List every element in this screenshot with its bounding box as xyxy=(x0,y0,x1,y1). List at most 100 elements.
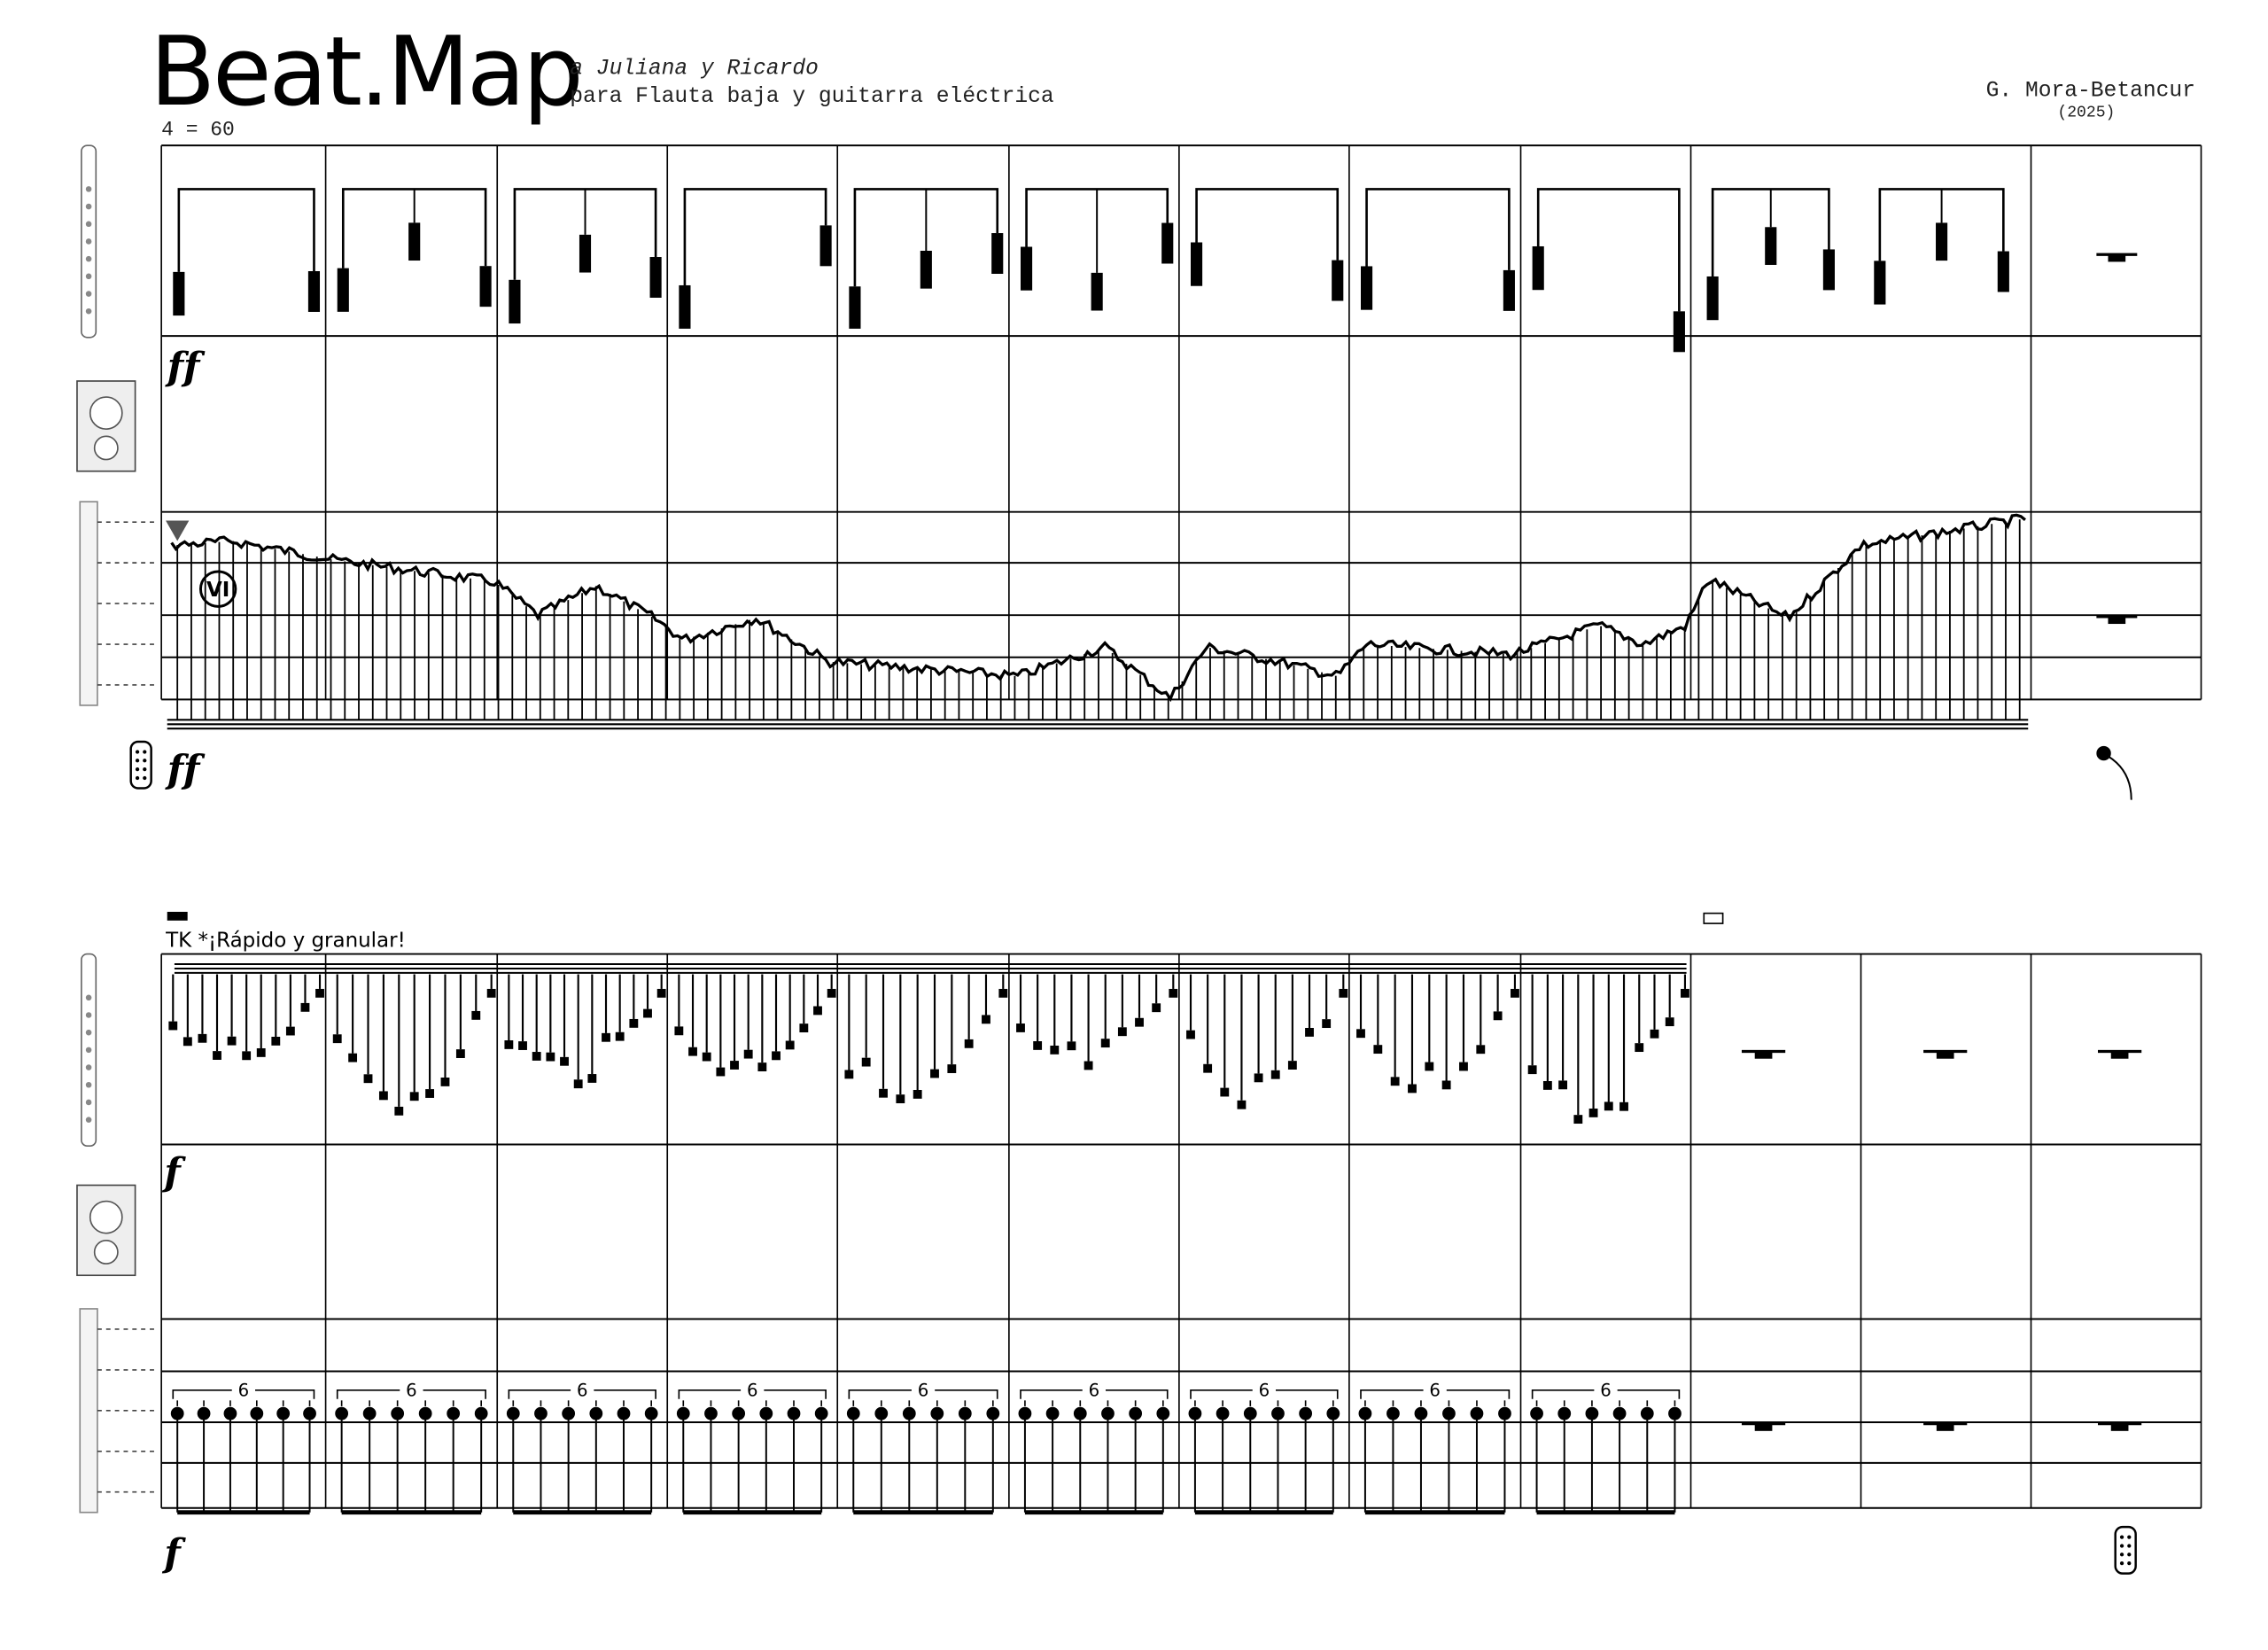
notehead xyxy=(702,1052,711,1062)
rest xyxy=(2108,616,2126,625)
notehead xyxy=(271,1036,281,1046)
pickup-pole xyxy=(143,759,147,763)
tuplet-number: 6 xyxy=(577,1380,588,1400)
note-cluster xyxy=(479,266,492,307)
note-bracket xyxy=(683,188,827,285)
note-cluster xyxy=(1021,246,1033,291)
notehead xyxy=(546,1052,555,1062)
flute-key xyxy=(85,1081,92,1088)
rest xyxy=(1754,1423,1773,1431)
composer: G. Mora-Betancur xyxy=(1986,79,2195,103)
notehead xyxy=(1016,1023,1025,1032)
flute-key xyxy=(85,255,92,262)
tuplet-bracket xyxy=(508,1389,571,1399)
pickup-pole xyxy=(2119,1553,2124,1557)
pickup-pole xyxy=(135,759,140,763)
note-cluster xyxy=(849,286,861,329)
notehead xyxy=(486,988,496,998)
notehead xyxy=(947,1064,957,1073)
notehead xyxy=(861,1057,871,1067)
note-cluster xyxy=(1997,251,2009,292)
notehead xyxy=(242,1051,252,1061)
tuplet-bracket xyxy=(172,1389,232,1399)
notehead xyxy=(1604,1101,1613,1111)
note-cluster xyxy=(1765,227,1777,265)
tuplet-bracket xyxy=(1531,1389,1595,1399)
notehead xyxy=(1459,1062,1468,1071)
tuplet-bracket xyxy=(1020,1389,1083,1399)
notehead xyxy=(827,988,836,998)
note-cluster xyxy=(1706,276,1719,321)
rest xyxy=(2108,254,2126,262)
notehead xyxy=(1033,1041,1043,1050)
tuplet-bracket xyxy=(1446,1389,1511,1399)
notehead xyxy=(964,1039,974,1048)
notehead xyxy=(1441,1080,1451,1090)
notehead xyxy=(785,1040,795,1050)
notehead xyxy=(844,1070,854,1079)
tuplet-bracket xyxy=(764,1389,827,1399)
notehead xyxy=(1356,1029,1365,1039)
notehead xyxy=(1511,988,1519,998)
notehead xyxy=(1619,1101,1628,1111)
flute-key xyxy=(85,273,92,280)
pickup-pole xyxy=(135,750,140,754)
notehead xyxy=(332,1034,342,1044)
notehead xyxy=(1270,1070,1280,1079)
notehead xyxy=(998,988,1008,998)
note-bracket xyxy=(1365,188,1511,270)
notehead xyxy=(1339,988,1348,998)
note-cluster xyxy=(1091,272,1103,311)
notehead xyxy=(1237,1100,1247,1109)
tuplet-number: 6 xyxy=(1600,1380,1612,1400)
notehead xyxy=(1373,1045,1383,1055)
notehead xyxy=(629,1018,639,1028)
notehead xyxy=(730,1061,739,1070)
notehead xyxy=(1493,1011,1503,1021)
pickup-pole xyxy=(2127,1553,2132,1557)
pickup-pole xyxy=(2127,1561,2132,1566)
notehead xyxy=(532,1052,541,1061)
flute-key xyxy=(85,1064,92,1070)
tuplet-number: 6 xyxy=(1259,1380,1270,1400)
pickup-pole xyxy=(2127,1544,2132,1548)
pickup-pole xyxy=(2127,1535,2132,1539)
notehead xyxy=(1169,988,1178,998)
tuplet-bracket xyxy=(594,1389,656,1399)
pickup-pole xyxy=(2119,1544,2124,1548)
notehead xyxy=(1635,1043,1644,1053)
notehead xyxy=(440,1078,450,1086)
pickup-pole xyxy=(143,750,147,754)
flute-key xyxy=(85,1029,92,1036)
notehead xyxy=(1425,1062,1434,1071)
notehead xyxy=(1588,1108,1598,1117)
note-cluster xyxy=(819,225,832,267)
pickup-icon xyxy=(129,740,152,790)
flute-key xyxy=(85,186,92,192)
notehead xyxy=(615,1031,625,1041)
notehead xyxy=(1186,1030,1195,1039)
tuplet-bracket xyxy=(935,1389,998,1399)
rest xyxy=(1936,1423,1954,1431)
note-bracket xyxy=(1195,188,1340,261)
tuplet-number: 6 xyxy=(406,1380,417,1400)
notehead xyxy=(1681,988,1689,998)
notehead xyxy=(1135,1017,1144,1027)
notehead xyxy=(518,1041,527,1050)
tempo: 4 = 60 xyxy=(161,119,235,142)
subtitle: para Flauta baja y guitarra eléctrica xyxy=(570,85,1053,109)
flute-key xyxy=(85,1117,92,1123)
notehead xyxy=(1542,1080,1552,1090)
tuplet-bracket xyxy=(1617,1389,1681,1399)
notehead xyxy=(602,1032,610,1042)
note-cluster xyxy=(1532,245,1544,291)
notehead xyxy=(455,1049,465,1058)
pickup-pole xyxy=(135,775,140,781)
amp-cone xyxy=(93,435,119,461)
note-cluster xyxy=(509,279,521,324)
notation: 6 6 6 6 6 6 6 6 6 xyxy=(76,144,2202,1575)
rest xyxy=(2110,1051,2129,1059)
notehead xyxy=(587,1074,597,1083)
notehead xyxy=(1203,1063,1213,1073)
